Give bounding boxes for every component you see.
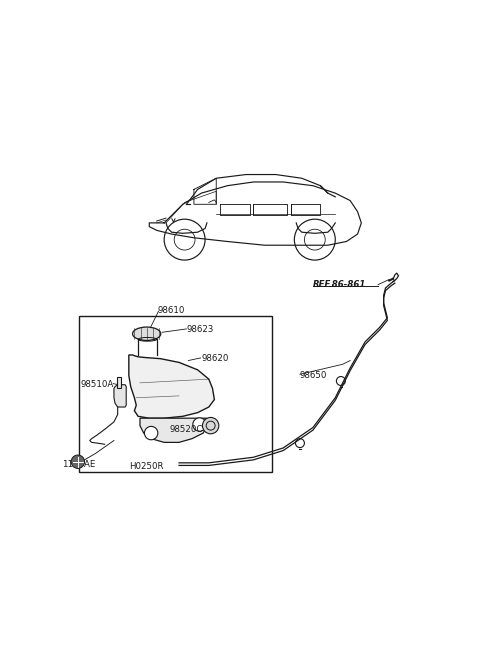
Text: 1125AE: 1125AE (62, 460, 95, 469)
Circle shape (193, 418, 206, 431)
Circle shape (71, 455, 84, 468)
Text: 98510A: 98510A (81, 380, 114, 389)
Bar (79, 316, 272, 472)
Text: H0250R: H0250R (129, 462, 163, 472)
Ellipse shape (132, 327, 161, 341)
Circle shape (203, 417, 219, 434)
Text: 98520C: 98520C (170, 425, 203, 434)
Text: REF.86-861: REF.86-861 (313, 280, 366, 289)
Text: 98623: 98623 (186, 325, 214, 334)
Text: 98650: 98650 (300, 371, 327, 380)
Polygon shape (114, 384, 126, 407)
Polygon shape (129, 355, 215, 418)
Circle shape (144, 426, 158, 440)
Polygon shape (117, 377, 121, 388)
Polygon shape (140, 418, 207, 442)
Text: 98620: 98620 (202, 354, 229, 363)
Text: 98610: 98610 (158, 306, 185, 315)
